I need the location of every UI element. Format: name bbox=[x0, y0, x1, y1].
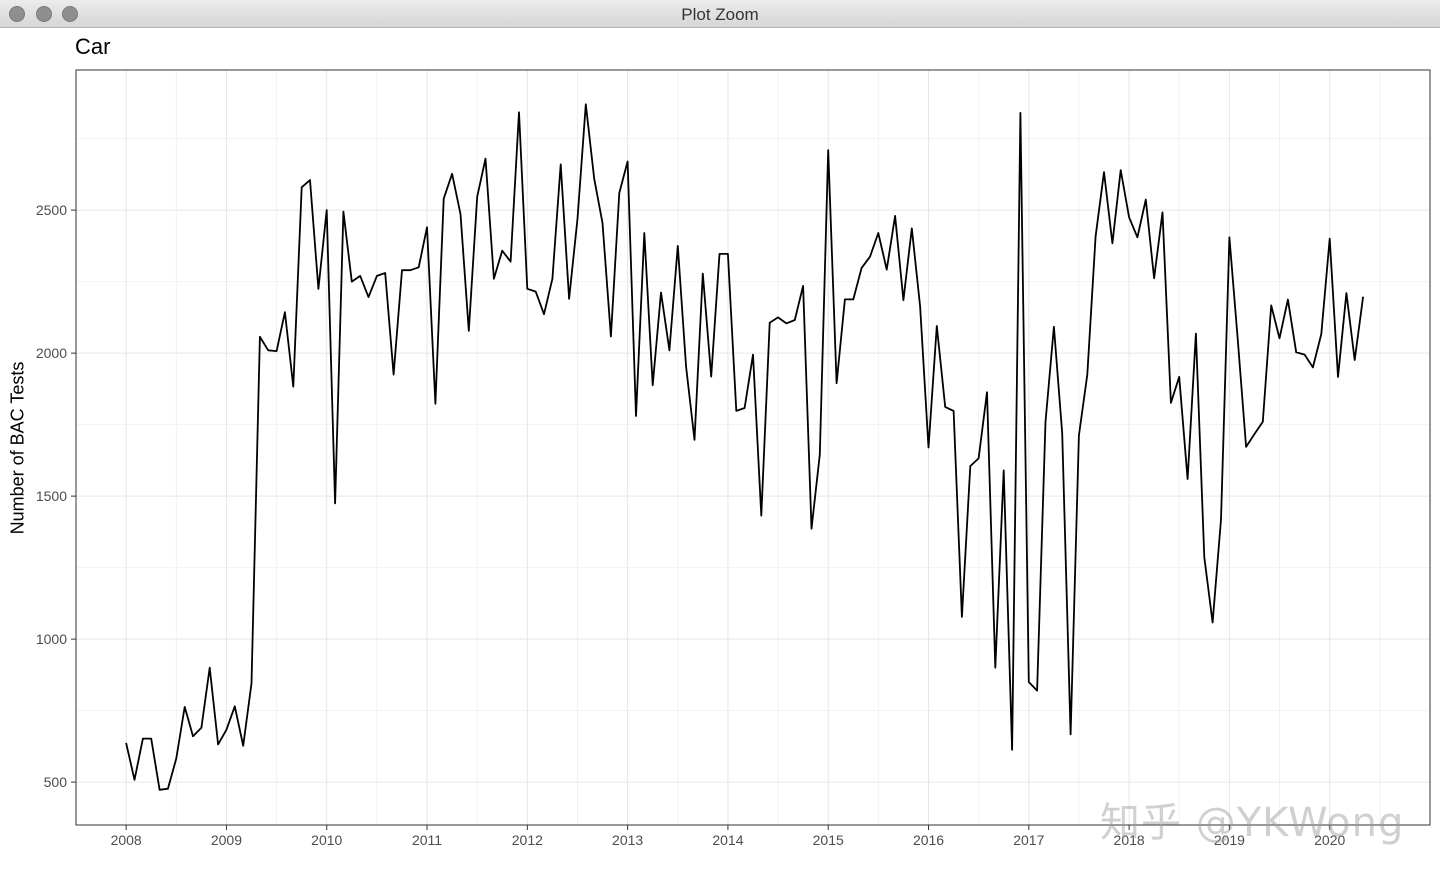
x-tick-label: 2008 bbox=[111, 832, 142, 848]
x-tick-label: 2013 bbox=[612, 832, 643, 848]
x-tick-label: 2009 bbox=[211, 832, 242, 848]
plot-title: Car bbox=[75, 34, 111, 59]
x-tick-label: 2017 bbox=[1013, 832, 1044, 848]
y-axis: 500 1000 1500 2000 2500 bbox=[36, 202, 76, 790]
x-tick-label: 2020 bbox=[1314, 832, 1345, 848]
x-tick-label: 2012 bbox=[512, 832, 543, 848]
window-title: Plot Zoom bbox=[681, 5, 759, 24]
x-tick-label: 2016 bbox=[913, 832, 944, 848]
y-tick-label: 1500 bbox=[36, 488, 67, 504]
y-tick-label: 1000 bbox=[36, 631, 67, 647]
plot-panel bbox=[75, 69, 1431, 826]
window-titlebar: Plot Zoom bbox=[0, 0, 1440, 28]
x-tick-label: 2019 bbox=[1214, 832, 1245, 848]
y-tick-label: 500 bbox=[44, 774, 68, 790]
series-group bbox=[125, 103, 1364, 791]
x-tick-label: 2018 bbox=[1114, 832, 1145, 848]
x-tick-label: 2015 bbox=[813, 832, 844, 848]
x-tick-label: 2011 bbox=[412, 832, 442, 848]
zoom-window-button[interactable] bbox=[62, 6, 78, 22]
watermark: 知乎 @YKWong bbox=[1100, 800, 1405, 846]
x-tick-label: 2010 bbox=[311, 832, 342, 848]
x-tick-label: 2014 bbox=[712, 832, 743, 848]
series-line bbox=[125, 103, 1364, 791]
minimize-window-button[interactable] bbox=[36, 6, 52, 22]
y-tick-label: 2000 bbox=[36, 345, 67, 361]
y-tick-label: 2500 bbox=[36, 202, 67, 218]
x-axis: 2008 2009 2010 2011 2012 2013 2014 2015 2016 2017… bbox=[111, 825, 1345, 848]
grid-lines bbox=[76, 70, 1430, 825]
close-window-button[interactable] bbox=[9, 6, 25, 22]
